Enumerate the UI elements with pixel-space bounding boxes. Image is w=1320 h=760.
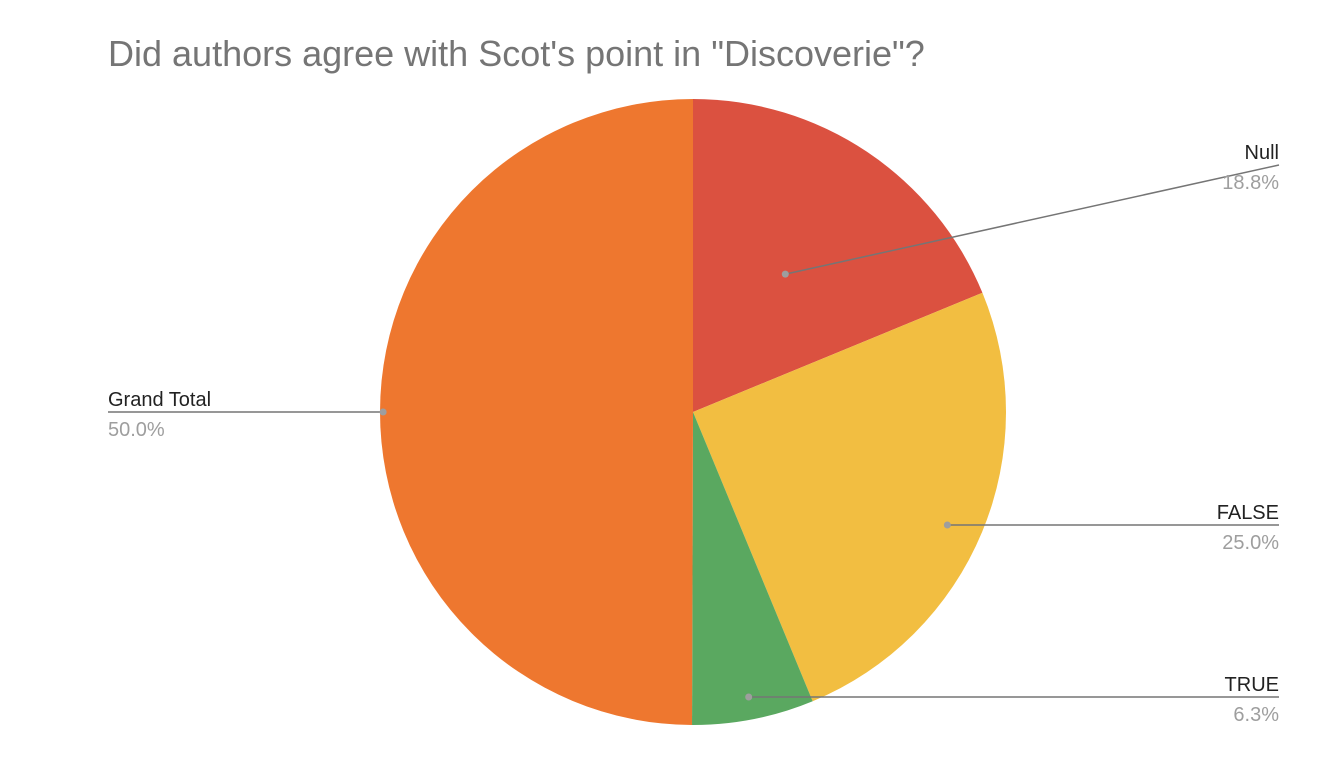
- pie-slice-false[interactable]: [693, 292, 1006, 702]
- leader-dot: [745, 693, 753, 701]
- slice-label-false: FALSE 25.0%: [943, 502, 1279, 554]
- pie-slice-grand-total[interactable]: [380, 99, 693, 725]
- chart-title: Did authors agree with Scot's point in "…: [108, 33, 925, 74]
- pie-slices: [380, 99, 1006, 725]
- slice-percent-label: 6.3%: [1233, 704, 1279, 726]
- leader-dot: [379, 408, 387, 416]
- slice-percent-label: 18.8%: [1222, 172, 1279, 194]
- slice-name-label: Grand Total: [108, 389, 211, 411]
- slice-label-grand-total: Grand Total 50.0%: [108, 389, 387, 441]
- leader-line: [785, 164, 1280, 275]
- leader-dot: [943, 521, 951, 529]
- slice-percent-label: 25.0%: [1222, 532, 1279, 554]
- pie-labels: Null 18.8% FALSE 25.0% TRUE 6.3% Grand Total 50…: [108, 142, 1279, 726]
- slice-label-true: TRUE 6.3%: [745, 674, 1279, 726]
- slice-name-label: TRUE: [1225, 674, 1279, 696]
- pie-slice-null[interactable]: [693, 99, 983, 412]
- slice-name-label: Null: [1245, 142, 1279, 164]
- slice-percent-label: 50.0%: [108, 419, 165, 441]
- leader-dot: [781, 270, 789, 278]
- slice-label-null: Null 18.8%: [781, 142, 1280, 278]
- slice-name-label: FALSE: [1217, 502, 1279, 524]
- pie-slice-true[interactable]: [692, 412, 813, 725]
